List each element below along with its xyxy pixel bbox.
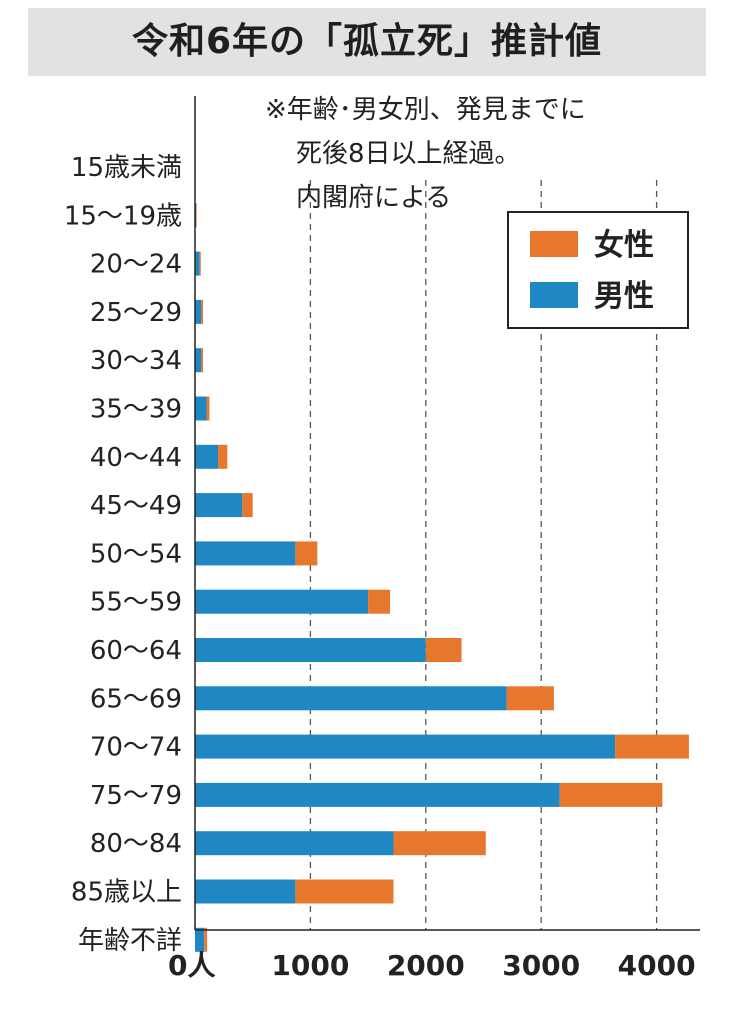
note: ※年齢･男女別、発見までに 死後8日以上経過。 内閣府による: [265, 95, 586, 213]
bar-female-3: [201, 299, 204, 324]
bar-male-15: [195, 879, 296, 904]
bar-female-10: [425, 638, 462, 662]
bar-male-10: [195, 638, 426, 662]
bar-female-14: [393, 831, 486, 856]
bar-female-4: [201, 348, 204, 373]
note-line-1: ※年齢･男女別、発見までに: [265, 95, 586, 125]
bar-female-9: [368, 589, 391, 614]
x-tick-label-2000: 2000: [387, 949, 465, 982]
bar-male-12: [195, 734, 616, 759]
legend-swatch-female: [530, 231, 578, 257]
bar-male-6: [195, 444, 219, 469]
x-tick-label-4000: 4000: [618, 949, 696, 982]
category-label-10: 60～64: [90, 636, 182, 666]
bar-female-13: [559, 782, 663, 807]
category-label-12: 70～74: [90, 733, 182, 763]
bar-male-8: [195, 541, 296, 566]
bar-male-14: [195, 831, 394, 856]
bars: [195, 155, 689, 952]
bar-female-12: [615, 734, 689, 759]
legend-swatch-male: [530, 282, 578, 308]
category-label-2: 20～24: [90, 250, 182, 280]
x-tick-labels: 0人 1000 2000 3000 4000: [168, 949, 696, 982]
bar-male-5: [195, 396, 207, 421]
bar-female-1: [196, 203, 197, 228]
bar-male-9: [195, 589, 369, 614]
x-tick-label-0: 0人: [168, 949, 215, 982]
chart-title: 令和6年の「孤立死」推計値: [131, 21, 603, 62]
bar-male-3: [195, 299, 202, 324]
category-label-15: 85歳以上: [71, 878, 182, 908]
bar-female-8: [295, 541, 318, 566]
bar-female-7: [242, 493, 253, 518]
bar-male-11: [195, 686, 507, 711]
legend-label-male: 男性: [594, 279, 654, 314]
category-label-7: 45～49: [90, 491, 182, 521]
note-line-3: 内閣府による: [296, 183, 451, 213]
category-label-8: 50～54: [90, 539, 182, 569]
legend: 女性 男性: [507, 211, 689, 329]
category-label-11: 65～69: [90, 684, 182, 714]
category-label-1: 15～19歳: [64, 201, 182, 231]
bar-female-15: [295, 879, 394, 904]
bar-male-7: [195, 493, 243, 518]
x-tick-label-1000: 1000: [271, 949, 349, 982]
category-label-9: 55～59: [90, 588, 182, 618]
bar-female-16: [204, 927, 208, 952]
bar-female-2: [199, 251, 201, 276]
category-label-13: 75～79: [90, 781, 182, 811]
category-label-4: 30～34: [90, 346, 182, 376]
category-label-6: 40～44: [90, 443, 182, 473]
x-tick-label-3000: 3000: [502, 949, 580, 982]
legend-label-female: 女性: [594, 228, 654, 263]
category-label-16: 年齢不詳: [78, 926, 182, 956]
category-label-3: 25～29: [90, 298, 182, 328]
bar-female-5: [206, 396, 210, 421]
bar-male-2: [195, 251, 200, 276]
category-label-5: 35～39: [90, 395, 182, 425]
category-label-14: 80～84: [90, 829, 182, 859]
title-band: 令和6年の「孤立死」推計値: [28, 8, 706, 76]
bar-female-6: [218, 444, 228, 469]
bar-male-13: [195, 782, 560, 807]
category-label-0: 15歳未満: [71, 153, 182, 183]
bar-male-16: [195, 927, 205, 952]
category-labels: 15歳未満 15～19歳 20～24 25～29 30～34 35～39 40～44 45～4…: [64, 153, 182, 956]
note-line-2: 死後8日以上経過。: [296, 139, 521, 169]
bar-female-11: [506, 686, 554, 711]
bar-male-4: [195, 348, 202, 373]
